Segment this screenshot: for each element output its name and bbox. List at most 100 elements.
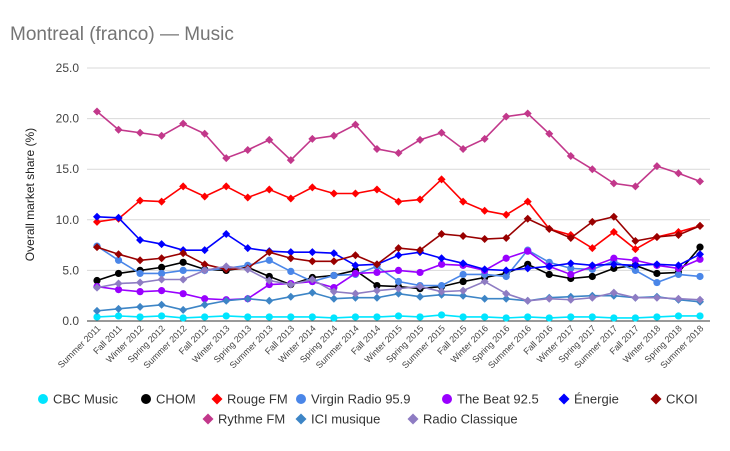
data-point-radio-classique [308,275,317,284]
data-point-cbc-music [437,311,446,319]
legend-label-the-beat-92-5: The Beat 92.5 [457,392,539,407]
data-point-cbc-music [545,314,553,322]
data-point-rythme-fm [114,125,123,134]
data-point-the-beat-92-5 [158,287,166,295]
data-point--nergie [136,236,145,245]
data-point-rythme-fm [136,128,145,137]
data-point-rythme-fm [674,169,683,178]
data-point-rythme-fm [351,120,360,129]
data-point-rouge-fm [157,197,166,206]
data-point-cbc-music [567,313,575,321]
data-point-ckoi [523,214,532,223]
data-point-chom [588,272,596,281]
data-point-cbc-music [136,313,144,321]
data-point-radio-classique [523,296,532,305]
data-point-the-beat-92-5 [567,270,575,279]
data-point-radio-classique [631,293,640,302]
data-point-ckoi [416,246,425,255]
legend-label-rouge-fm: Rouge FM [227,392,288,407]
data-point-rythme-fm [372,144,381,153]
data-point-rythme-fm [179,119,188,128]
data-point-radio-classique [588,293,597,302]
data-point-ici-musique [157,300,166,309]
data-point-rouge-fm [265,185,274,194]
data-point--nergie [566,259,575,268]
data-point-ckoi [136,256,145,265]
data-point-rouge-fm [308,183,317,192]
data-point-ici-musique [480,294,489,303]
data-point--nergie [480,265,489,274]
data-point-virgin-radio-95-9 [631,266,639,274]
data-point-virgin-radio-95-9 [158,269,166,278]
data-point-rouge-fm [329,189,338,198]
data-point-rythme-fm [394,149,403,158]
data-point--nergie [631,261,640,270]
data-point-the-beat-92-5 [373,268,381,277]
data-point-ckoi [329,257,338,266]
data-point-ckoi [545,224,554,233]
data-point-virgin-radio-95-9 [567,264,575,272]
data-point-ckoi [566,234,575,243]
data-point--nergie [200,246,209,255]
data-point-cbc-music [244,313,252,321]
data-point--nergie [588,261,597,270]
data-point-chom [545,270,553,279]
data-point-rythme-fm [609,179,618,188]
chart-title: Montreal (franco) — Music [10,24,234,45]
data-point-ckoi [286,254,295,263]
data-point-chom [524,260,532,268]
data-point-rythme-fm [523,109,532,118]
data-point-rythme-fm [329,131,338,140]
data-point-rouge-fm [523,197,532,206]
data-point-virgin-radio-95-9 [287,267,295,276]
data-point-ckoi [93,243,101,252]
data-point-the-beat-92-5 [265,280,273,289]
data-point-cbc-music [330,314,338,322]
data-point-cbc-music [179,314,187,322]
data-point-rouge-fm [351,189,360,198]
data-point--nergie [329,249,338,258]
data-point-rythme-fm [265,135,274,144]
data-point-ckoi [609,212,618,221]
data-point-rythme-fm [502,112,511,121]
data-point-the-beat-92-5 [416,268,424,277]
data-point-ici-musique [286,292,295,301]
data-point-the-beat-92-5 [351,269,360,278]
data-point-radio-classique [222,262,231,271]
legend-label-chom: CHOM [156,392,196,407]
legend-label-ici-musique: ICI musique [311,412,380,427]
data-point-radio-classique [136,278,145,287]
data-point-ckoi [652,233,661,242]
data-point-rouge-fm [93,217,101,226]
data-point-radio-classique [93,283,101,292]
data-point-the-beat-92-5 [696,255,704,263]
legend-label-cbc-music: CBC Music [53,392,119,407]
data-point-rouge-fm [437,175,446,184]
data-point-radio-classique [114,279,123,288]
series-line-ckoi [96,215,701,271]
data-point-chom [610,264,618,272]
data-point-the-beat-92-5 [631,256,639,264]
y-tick-label: 25.0 [56,61,80,75]
data-point-ckoi [308,257,317,266]
data-point-the-beat-92-5 [114,286,123,294]
data-point-rouge-fm [200,192,209,201]
data-point--nergie [696,250,704,259]
data-point-radio-classique [437,287,446,296]
legend-label-virgin-radio-95-9: Virgin Radio 95.9 [311,392,411,407]
data-point-radio-classique [157,275,166,284]
data-point-cbc-music [653,313,661,321]
data-point-radio-classique [652,293,661,302]
data-point-cbc-music [481,313,489,321]
data-point-the-beat-92-5 [136,288,144,296]
data-point-ckoi [696,221,704,230]
data-point--nergie [459,259,468,268]
data-point-ici-musique [502,294,511,303]
data-point-chom [459,277,467,286]
data-point--nergie [674,261,683,270]
data-point-radio-classique [200,266,209,275]
y-tick-label: 20.0 [56,112,80,126]
data-point-rythme-fm [416,135,425,144]
data-point-ici-musique [416,292,425,301]
